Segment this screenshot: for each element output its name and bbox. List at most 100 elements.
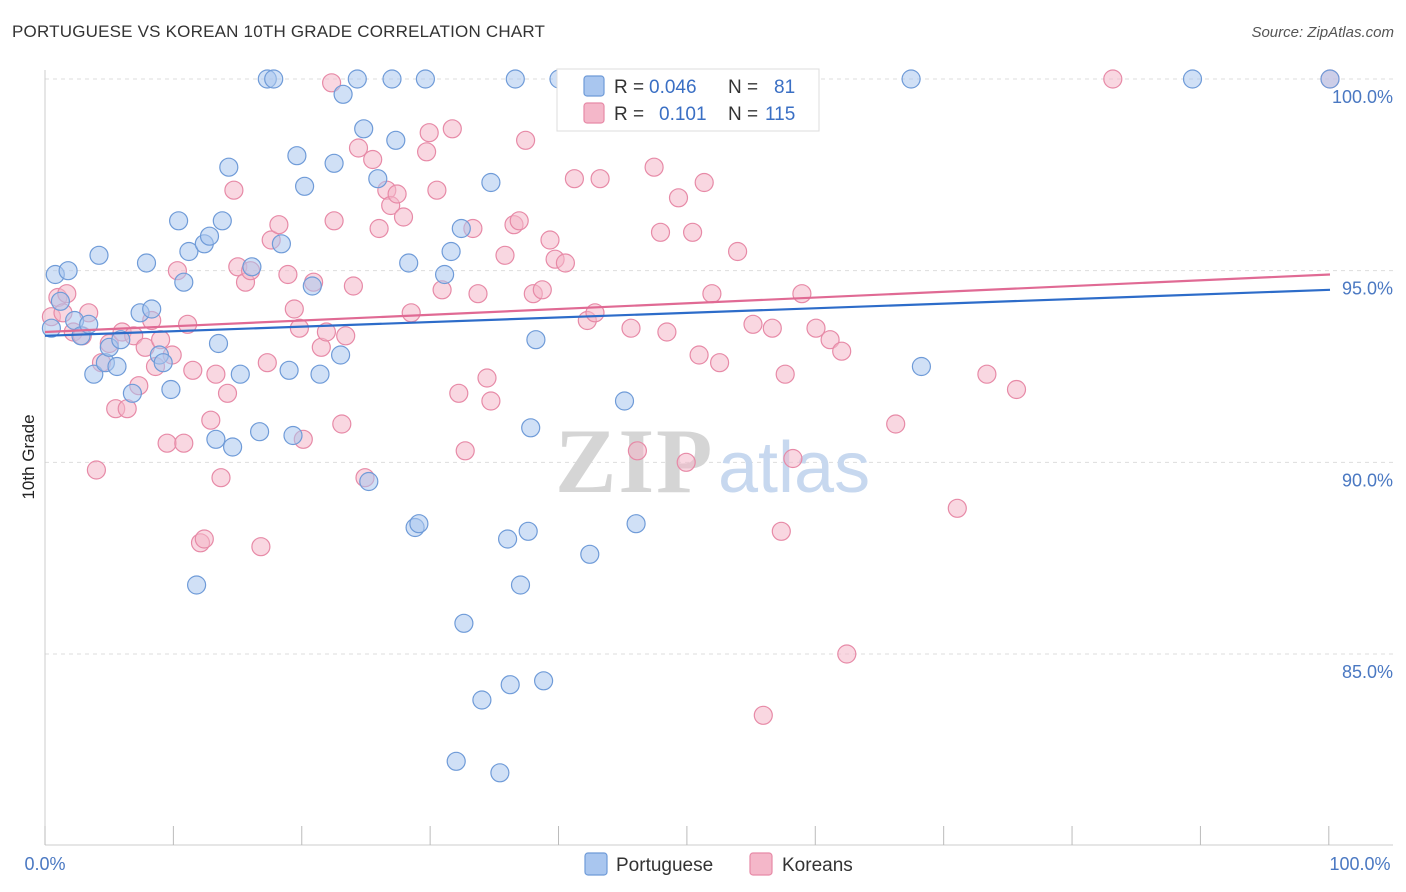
koreans-point [709, 353, 730, 373]
portuguese-point [399, 253, 419, 273]
koreans-point [324, 211, 344, 231]
legend-swatch-koreans [583, 102, 605, 124]
koreans-point [387, 184, 407, 204]
legend-r-value-portuguese: 0.046 [649, 77, 697, 98]
koreans-point [201, 410, 221, 430]
legend-swatch-portuguese [583, 75, 605, 97]
koreans-point [540, 230, 560, 250]
koreans-point [481, 391, 501, 411]
koreans-point [886, 414, 906, 434]
koreans-point [650, 222, 671, 242]
portuguese-point [107, 356, 127, 377]
portuguese-point [368, 169, 388, 189]
portuguese-point [287, 146, 307, 166]
koreans-point [783, 448, 803, 469]
portuguese-point [174, 272, 194, 292]
koreans-point [363, 149, 383, 170]
koreans-point [1103, 69, 1123, 89]
koreans-point [837, 644, 857, 664]
portuguese-point [472, 690, 492, 710]
koreans-point [657, 322, 677, 342]
portuguese-point [50, 291, 71, 311]
portuguese-point [498, 529, 518, 549]
koreans-point [316, 322, 336, 342]
koreans-point [682, 222, 703, 242]
koreans-point [775, 364, 795, 384]
series-legend: Portuguese Koreans [584, 852, 853, 876]
koreans-point [442, 119, 462, 139]
legend-r-value-koreans: 0.101 [659, 104, 707, 125]
portuguese-point [359, 471, 379, 492]
koreans-point [393, 207, 414, 227]
portuguese-trend-line [44, 288, 1331, 337]
x-tick-labels: 0.0% 100.0% [24, 854, 1390, 874]
koreans-point [477, 368, 497, 388]
portuguese-point [435, 264, 455, 285]
portuguese-point [490, 763, 510, 783]
koreans-point [947, 498, 967, 518]
koreans-point [322, 73, 342, 93]
portuguese-point [223, 437, 243, 457]
portuguese-point [111, 330, 131, 350]
koreans-point [806, 318, 826, 338]
portuguese-point [122, 383, 142, 403]
koreans-point [417, 142, 437, 162]
koreans-series [41, 69, 1340, 725]
koreans-point [86, 460, 107, 480]
koreans-point [336, 326, 356, 346]
x-tick-label-min: 0.0% [24, 854, 65, 874]
legend-n-label-portuguese: N = [728, 77, 758, 98]
portuguese-point [250, 422, 270, 442]
koreans-point [206, 364, 226, 384]
koreans-point [977, 364, 997, 384]
portuguese-point [510, 575, 531, 595]
koreans-point [278, 264, 298, 285]
x-tick-label-max: 100.0% [1329, 854, 1390, 874]
y-tick-label: 90.0% [1342, 470, 1393, 490]
portuguese-point [187, 575, 207, 595]
koreans-point [689, 345, 709, 365]
portuguese-point [901, 69, 921, 89]
koreans-point [289, 318, 309, 338]
legend-r-label-portuguese: R = [614, 77, 644, 98]
portuguese-point [626, 514, 646, 534]
portuguese-point [58, 261, 78, 281]
portuguese-point [283, 425, 303, 446]
portuguese-point [331, 345, 351, 365]
portuguese-point [1320, 69, 1340, 89]
koreans-point [257, 353, 277, 373]
y-tick-label: 100.0% [1332, 87, 1393, 107]
portuguese-point [354, 119, 374, 139]
koreans-point [269, 215, 289, 235]
koreans-point [183, 360, 203, 380]
koreans-point [217, 383, 238, 403]
portuguese-point [271, 234, 291, 254]
portuguese-point [614, 391, 635, 411]
portuguese-point [415, 69, 435, 89]
portuguese-point [518, 521, 538, 541]
stats-legend: R = 0.046 N = 81 R = 0.101 N = 115 [556, 68, 820, 132]
portuguese-point [161, 379, 181, 400]
koreans-point [743, 314, 763, 334]
koreans-point [419, 123, 439, 143]
portuguese-point [302, 276, 322, 296]
chart-source: Source: ZipAtlas.com [1251, 24, 1394, 41]
watermark: ZIP atlas [555, 410, 870, 512]
legend-n-value-koreans: 115 [765, 104, 795, 125]
portuguese-point [533, 671, 554, 691]
portuguese-point [295, 176, 315, 196]
portuguese-point [230, 364, 250, 384]
y-tick-label: 95.0% [1342, 279, 1393, 299]
portuguese-point [153, 353, 173, 373]
koreans-point [644, 157, 664, 177]
portuguese-point [206, 429, 226, 449]
portuguese-point [500, 675, 520, 695]
portuguese-point [136, 253, 157, 273]
koreans-point [753, 705, 773, 725]
trend-lines [44, 273, 1331, 337]
koreans-point [224, 180, 244, 200]
portuguese-point [242, 257, 262, 277]
koreans-point [727, 241, 748, 262]
koreans-point [509, 211, 529, 231]
y-tick-label: 85.0% [1342, 662, 1393, 682]
